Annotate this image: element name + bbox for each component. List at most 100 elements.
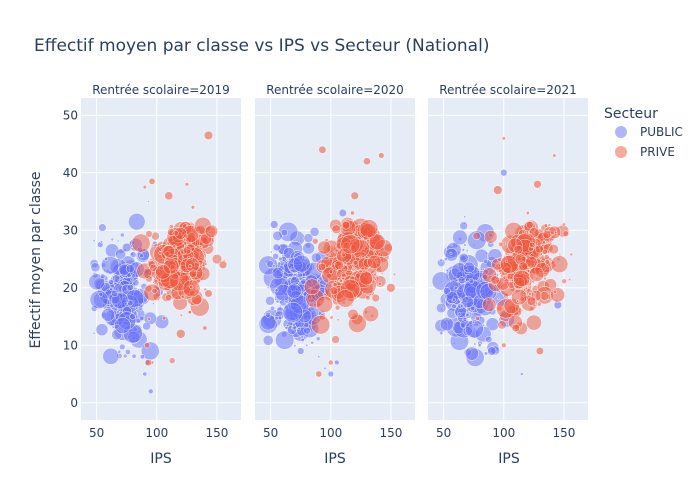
data-point-prive <box>551 233 555 237</box>
chart-title: Effectif moyen par classe vs IPS vs Sect… <box>34 36 489 56</box>
data-point-public <box>128 213 146 231</box>
data-point-public <box>110 237 115 242</box>
data-point-prive <box>525 314 542 331</box>
data-point-prive <box>204 224 219 238</box>
data-point-public <box>129 313 136 320</box>
data-point-public <box>126 284 134 291</box>
data-point-public <box>111 289 119 298</box>
data-point-public <box>274 316 279 321</box>
data-point-prive <box>179 313 183 317</box>
y-axis-label: Effectif moyen par classe <box>28 171 44 348</box>
data-point-public <box>98 223 107 232</box>
y-tick-label: 40 <box>63 166 78 180</box>
data-point-prive <box>511 288 528 306</box>
data-point-prive <box>552 153 557 158</box>
data-point-public <box>317 355 321 359</box>
data-point-prive <box>168 357 176 364</box>
x-tick-label: 50 <box>89 426 104 440</box>
data-point-prive <box>524 287 528 291</box>
data-point-prive <box>536 301 542 307</box>
data-point-prive <box>343 261 347 266</box>
x-tick-label: 150 <box>552 426 575 440</box>
data-point-prive <box>145 230 153 238</box>
data-point-prive <box>147 200 150 203</box>
data-point-prive <box>144 342 151 349</box>
data-point-prive <box>561 278 567 284</box>
data-point-prive <box>481 297 497 312</box>
data-point-public <box>272 243 281 252</box>
data-point-public <box>92 332 96 335</box>
data-point-public <box>119 232 125 238</box>
data-point-public <box>286 324 290 328</box>
data-point-public <box>271 266 285 280</box>
data-point-public <box>439 331 444 336</box>
y-tick-label: 30 <box>63 223 78 237</box>
data-point-prive <box>337 248 341 252</box>
data-point-prive <box>502 242 506 246</box>
data-point-public <box>286 283 302 299</box>
data-point-public <box>463 215 467 219</box>
data-point-prive <box>189 269 198 278</box>
data-point-prive <box>340 252 346 258</box>
data-point-prive <box>331 335 340 344</box>
x-tick-label: 50 <box>436 426 451 440</box>
data-point-public <box>323 366 327 370</box>
data-point-public <box>293 344 297 348</box>
data-point-prive <box>164 191 174 201</box>
data-point-public <box>278 256 283 262</box>
data-point-prive <box>373 272 377 277</box>
data-point-prive <box>533 180 542 189</box>
data-point-public <box>101 307 115 322</box>
data-point-public <box>500 169 508 177</box>
data-point-prive <box>569 252 573 257</box>
data-point-prive <box>367 254 382 270</box>
data-point-prive <box>142 185 147 190</box>
legend-label-public: PUBLIC <box>640 125 683 139</box>
data-point-public <box>469 305 476 312</box>
legend-item-public[interactable]: PUBLIC <box>615 125 683 139</box>
data-point-public <box>485 335 493 344</box>
data-point-prive <box>526 296 537 306</box>
data-point-public <box>274 297 278 301</box>
data-point-prive <box>475 316 480 322</box>
data-point-public <box>487 346 497 356</box>
data-point-public <box>443 256 449 262</box>
x-tick-label: 100 <box>319 426 342 440</box>
data-point-prive <box>554 230 558 235</box>
data-point-prive <box>334 280 337 283</box>
data-point-prive <box>542 230 552 239</box>
data-point-public <box>92 239 96 243</box>
data-point-public <box>338 208 347 218</box>
x-axis-label-2021: IPS <box>498 451 520 467</box>
data-point-prive <box>341 272 347 279</box>
data-point-prive <box>539 291 550 301</box>
data-point-prive <box>511 323 520 333</box>
data-point-prive <box>203 287 207 292</box>
data-point-prive <box>182 245 192 255</box>
legend-item-prive[interactable]: PRIVE <box>615 145 675 159</box>
data-point-prive <box>188 277 192 281</box>
data-point-prive <box>336 289 355 308</box>
legend-title: Secteur <box>604 106 658 122</box>
data-point-public <box>461 295 474 309</box>
data-point-public <box>297 326 301 331</box>
legend: Secteur PUBLIC PRIVE <box>604 106 683 159</box>
data-point-prive <box>534 244 544 254</box>
data-point-public <box>122 353 128 359</box>
data-point-public <box>461 248 466 252</box>
data-point-prive <box>493 185 503 195</box>
data-point-prive <box>552 289 558 294</box>
data-point-prive <box>158 244 162 248</box>
data-point-prive <box>547 223 552 227</box>
data-point-prive <box>386 283 396 293</box>
data-point-public <box>275 299 279 304</box>
data-point-public <box>309 226 320 237</box>
x-axis-label-2019: IPS <box>150 451 172 467</box>
data-point-public <box>142 321 151 331</box>
data-point-public <box>148 388 154 394</box>
data-point-public <box>122 242 132 253</box>
data-point-prive <box>497 297 500 301</box>
data-point-prive <box>528 292 532 297</box>
data-point-public <box>327 370 334 378</box>
data-point-public <box>302 241 315 255</box>
